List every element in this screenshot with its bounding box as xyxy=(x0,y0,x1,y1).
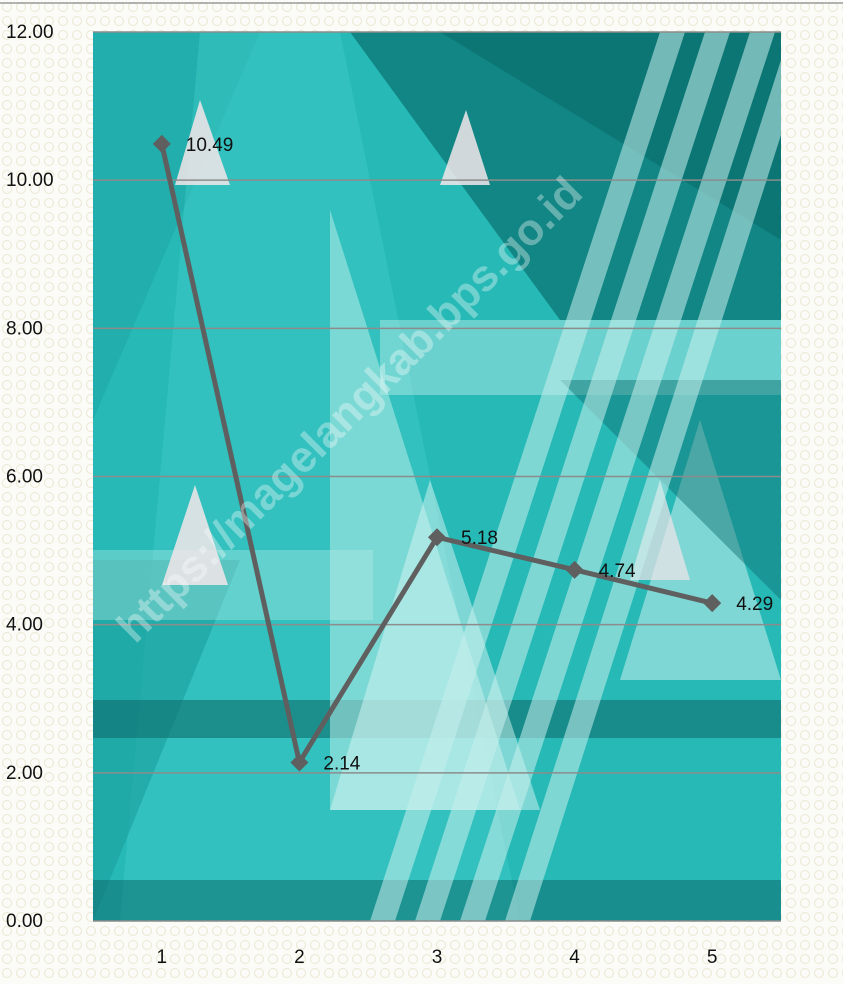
gridlines xyxy=(93,31,781,922)
series-layer: 10.49 2.14 5.18 4.74 4.29 xyxy=(152,134,773,774)
y-tick-label: 10.00 xyxy=(6,170,54,191)
data-label: 2.14 xyxy=(323,753,360,774)
y-tick-label: 4.00 xyxy=(6,615,43,636)
y-tick-label: 2.00 xyxy=(6,763,43,784)
y-axis: 0.00 2.00 4.00 6.00 8.00 10.00 12.00 xyxy=(6,22,54,932)
data-point-marker xyxy=(152,134,171,153)
data-label: 4.29 xyxy=(736,594,773,615)
y-tick-label: 0.00 xyxy=(6,911,43,932)
data-point-marker xyxy=(428,528,446,547)
data-point-marker xyxy=(565,560,584,579)
data-point-marker xyxy=(290,753,309,772)
x-tick-label: 4 xyxy=(569,947,580,968)
x-tick-label: 1 xyxy=(157,947,168,968)
data-label: 10.49 xyxy=(186,135,234,156)
data-label: 4.74 xyxy=(599,561,636,582)
x-tick-label: 5 xyxy=(707,947,718,968)
y-tick-label: 12.00 xyxy=(6,22,54,43)
y-tick-label: 8.00 xyxy=(6,318,43,339)
x-tick-label: 3 xyxy=(432,947,443,968)
x-axis: 1 2 3 4 5 xyxy=(157,947,718,968)
y-tick-label: 6.00 xyxy=(6,467,43,488)
data-label: 5.18 xyxy=(461,528,498,549)
x-tick-label: 2 xyxy=(294,947,305,968)
data-point-marker xyxy=(703,594,722,613)
